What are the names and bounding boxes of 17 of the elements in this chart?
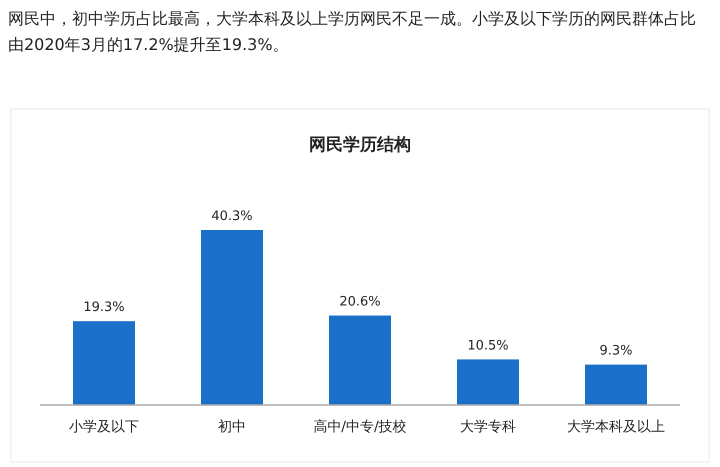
x-tick-label: 高中/中专/技校 bbox=[313, 419, 407, 435]
data-label: 9.3% bbox=[599, 344, 633, 359]
data-label: 10.5% bbox=[467, 338, 509, 354]
chart-title: 网民学历结构 bbox=[309, 135, 411, 155]
bar bbox=[73, 321, 135, 405]
bar bbox=[585, 364, 647, 405]
x-tick-label: 大学专科 bbox=[460, 419, 516, 435]
bar bbox=[201, 230, 263, 405]
data-label: 19.3% bbox=[83, 300, 125, 316]
x-tick-label: 初中 bbox=[218, 419, 246, 435]
data-label: 20.6% bbox=[339, 294, 381, 310]
data-label: 40.3% bbox=[211, 209, 253, 224]
x-tick-label: 大学本科及以上 bbox=[567, 419, 665, 435]
x-tick-label: 小学及以下 bbox=[69, 419, 139, 435]
text: 网民中，初中学历占比最高，大学本科及以上学历网民不足一成。小学及以下学历的网民群体占比由2020年3月的17.2%提升至19.3%。 bbox=[8, 8, 697, 56]
bar bbox=[329, 316, 391, 405]
bar bbox=[457, 359, 519, 405]
